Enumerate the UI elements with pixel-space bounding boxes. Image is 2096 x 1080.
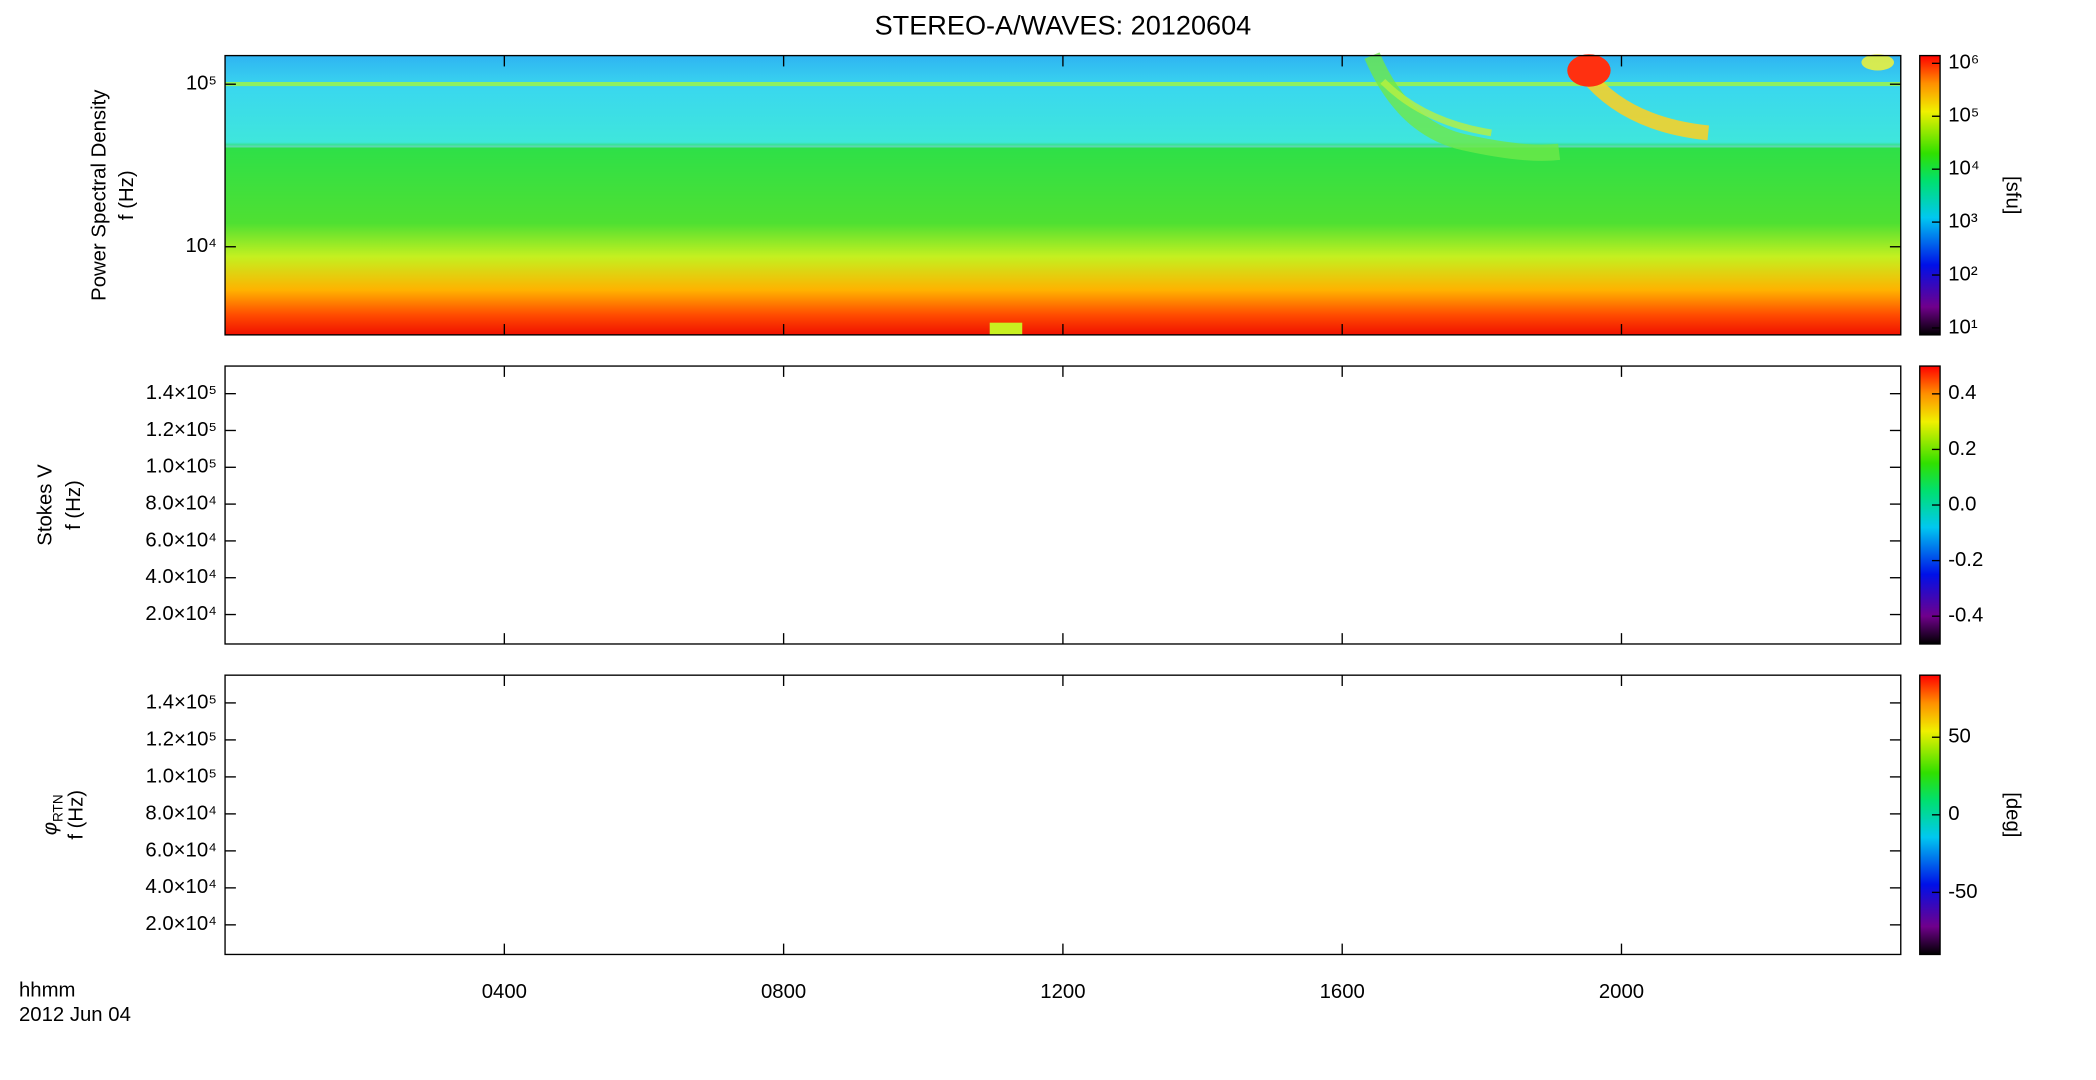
colorbar-tick-label: 10² [1948, 263, 1978, 285]
y-tick-label: 6.0×10⁴ [145, 839, 216, 861]
panel-frame [224, 674, 1902, 956]
y-tick-label: 4.0×10⁴ [145, 876, 216, 898]
y-axis-label: Stokes V [34, 464, 56, 546]
radio-burst-core [1567, 54, 1611, 87]
y-axis-label: f (Hz) [63, 480, 85, 530]
x-tick-label: 1600 [1320, 981, 1365, 1003]
y-tick-label: 1.2×10⁵ [146, 728, 217, 750]
y-tick-label: 2.0×10⁴ [145, 913, 216, 935]
y-tick-label: 6.0×10⁴ [145, 529, 216, 551]
data-gap [989, 322, 1023, 335]
colorbar-tick-label: 0.2 [1948, 438, 1976, 460]
spectrogram-image [225, 52, 1901, 335]
colorbar-tick-label: 10⁶ [1948, 52, 1979, 74]
x-tick-label: 0800 [761, 981, 806, 1003]
x-tick-label: 1200 [1040, 981, 1085, 1003]
date-label: 2012 Jun 04 [19, 1004, 131, 1026]
y-tick-label: 10⁵ [186, 73, 217, 95]
colorbar-tick-label: 10⁴ [1948, 158, 1979, 180]
y-tick-label: 1.4×10⁵ [146, 691, 217, 713]
colorbar-tick-label: 10⁵ [1948, 105, 1979, 127]
y-tick-label: 8.0×10⁴ [145, 492, 216, 514]
colorbar-tick-label: 10¹ [1948, 316, 1978, 338]
colorbar-label: [deg] [2002, 792, 2024, 837]
time-axis-label: hhmm [19, 979, 75, 1001]
panel-frame [224, 365, 1902, 645]
y-axis-label: f (Hz) [66, 790, 88, 840]
y-tick-label: 8.0×10⁴ [145, 802, 216, 824]
y-tick-label: 1.0×10⁵ [146, 765, 217, 787]
colorbar-tick-label: -0.2 [1948, 549, 1983, 571]
y-tick-label: 1.2×10⁵ [146, 419, 217, 441]
chart-title: STEREO-A/WAVES: 20120604 [875, 9, 1252, 40]
x-tick-label: 0400 [482, 981, 527, 1003]
y-tick-label: 10⁴ [186, 235, 217, 257]
colorbar-label: [sfu] [2002, 176, 2024, 214]
colorbar-tick-label: 10³ [1948, 210, 1978, 232]
colorbar-tick-label: -50 [1948, 881, 1977, 903]
y-tick-label: 1.4×10⁵ [146, 382, 217, 404]
y-axis-label: Power Spectral Density [89, 89, 111, 301]
y-axis-label: φRTN [40, 794, 65, 835]
colorbar [1919, 54, 1941, 336]
colorbar-tick-label: 0 [1948, 803, 1959, 825]
y-tick-label: 4.0×10⁴ [145, 566, 216, 588]
spectrogram-background [225, 55, 1901, 335]
y-axis-subscript: RTN [50, 794, 65, 822]
y-tick-label: 1.0×10⁵ [146, 456, 217, 478]
radio-burst [1861, 54, 1894, 71]
y-tick-label: 2.0×10⁴ [145, 603, 216, 625]
colorbar-tick-label: 50 [1948, 726, 1971, 748]
radio-burst [1380, 78, 1492, 137]
colorbar-tick-label: -0.4 [1948, 605, 1983, 627]
colorbar-tick-label: 0.4 [1948, 382, 1976, 404]
colorbar-tick-label: 0.0 [1948, 493, 1976, 515]
x-tick-label: 2000 [1599, 981, 1644, 1003]
y-axis-label: f (Hz) [116, 170, 138, 220]
y-axis-symbol: φ [40, 822, 62, 835]
